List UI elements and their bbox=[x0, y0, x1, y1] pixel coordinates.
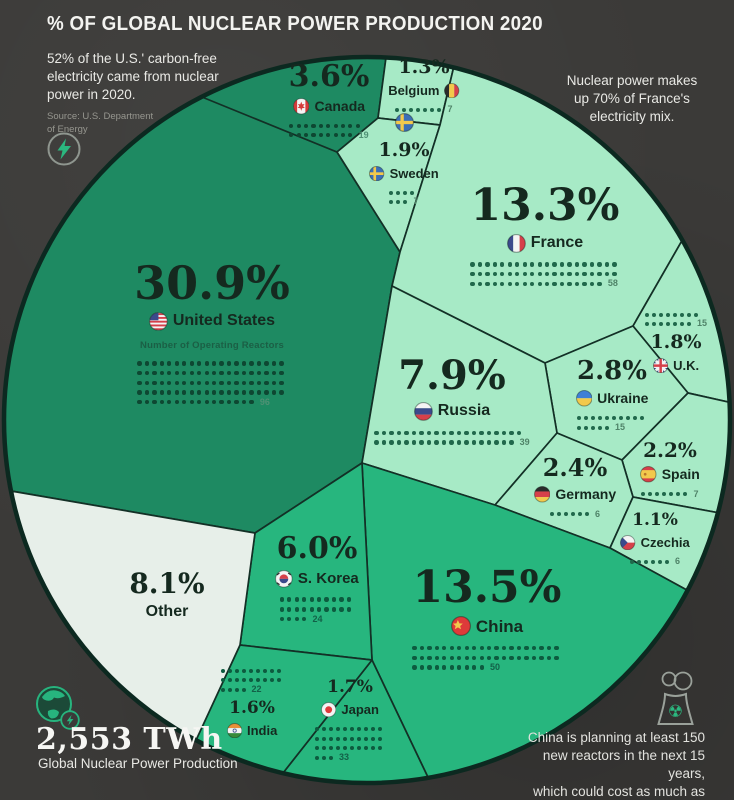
note-us-carbon-free: 52% of the U.S.' carbon-free electricity… bbox=[47, 50, 262, 137]
note-line: China is planning at least 150 bbox=[527, 730, 705, 745]
total-production-label: Global Nuclear Power Production bbox=[38, 756, 238, 771]
note-line: up 70% of France's bbox=[574, 91, 690, 107]
note-line: 52% of the U.S.' carbon-free bbox=[47, 51, 217, 66]
page-title: % OF GLOBAL NUCLEAR POWER PRODUCTION 202… bbox=[47, 13, 543, 35]
note-line: Nuclear power makes bbox=[566, 73, 698, 88]
lightning-bolt-icon bbox=[47, 132, 81, 166]
note-line: new reactors in the next 15 years, bbox=[542, 748, 705, 782]
note-line: electricity came from nuclear bbox=[47, 69, 219, 85]
total-production-value: 2,553 TWh bbox=[36, 722, 223, 757]
note-line: which could cost as much as $440B. bbox=[533, 784, 705, 800]
chart-outer-ring bbox=[1, 54, 733, 786]
globe-energy-icon bbox=[36, 686, 80, 730]
note-china-reactors: China is planning at least 150 new react… bbox=[505, 729, 705, 800]
note-line: power in 2020. bbox=[47, 87, 136, 103]
nuclear-plant-icon: ☢ bbox=[657, 671, 694, 725]
note-france-mix: Nuclear power makes up 70% of France's e… bbox=[552, 72, 712, 126]
note-line: electricity mix. bbox=[589, 109, 675, 125]
svg-text:☢: ☢ bbox=[668, 702, 683, 722]
note-source: Source: U.S. Department of Energy bbox=[47, 111, 154, 136]
